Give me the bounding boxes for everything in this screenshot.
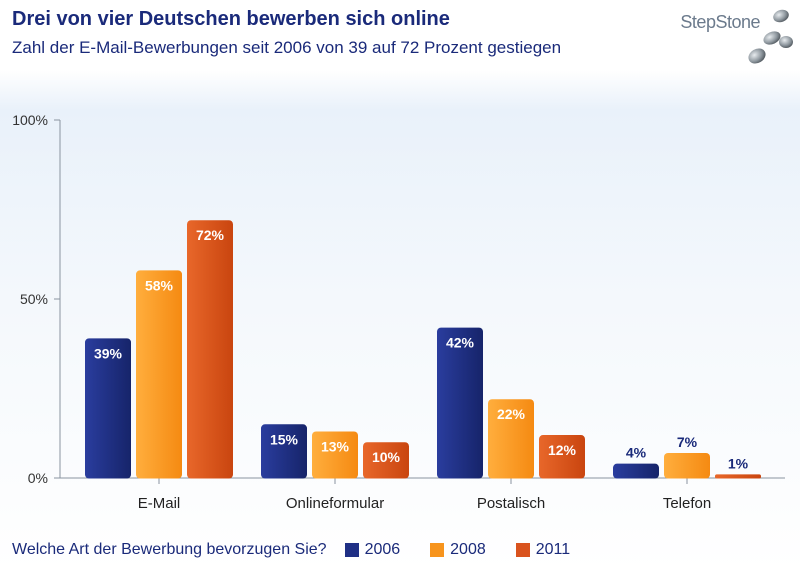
category-label: Telefon	[663, 495, 711, 512]
y-tick-label: 100%	[12, 112, 48, 128]
category-label: E-Mail	[138, 495, 181, 512]
bar-2011-onlineformular	[363, 442, 409, 479]
data-label: 58%	[145, 277, 174, 293]
bar-2006-onlineformular	[261, 424, 307, 479]
bar-2006-telefon	[613, 463, 659, 479]
bar-2006-e-mail	[85, 338, 131, 479]
legend-question: Welche Art der Bewerbung bevorzugen Sie?	[12, 541, 327, 558]
data-label: 4%	[626, 445, 647, 461]
category-label: Postalisch	[477, 495, 545, 512]
bar-chart: 0% 50% 100% E-Mail 39% 58% 72% Onlineformular 1…	[12, 112, 785, 512]
bar-2008-e-mail	[136, 270, 182, 479]
bar-2011-postalisch	[539, 435, 585, 479]
data-label: 72%	[196, 227, 225, 243]
data-label: 39%	[94, 345, 123, 361]
legend-label-2011: 2011	[535, 541, 571, 558]
data-label: 7%	[677, 434, 698, 450]
legend-swatch-2011	[515, 543, 530, 557]
bar-2011-telefon	[715, 474, 761, 479]
chart-title: Drei von vier Deutschen bewerben sich on…	[12, 8, 450, 30]
y-tick-label: 0%	[28, 470, 48, 486]
category-label: Onlineformular	[286, 495, 384, 512]
data-label: 15%	[270, 431, 299, 447]
bar-2006-postalisch	[437, 327, 483, 479]
data-label: 13%	[321, 438, 350, 454]
chart-subtitle: Zahl der E-Mail-Bewerbungen seit 2006 vo…	[12, 38, 562, 57]
data-label: 12%	[548, 442, 577, 458]
data-label: 1%	[728, 455, 749, 471]
brand-logo: StepStone	[644, 4, 794, 76]
bar-2008-postalisch	[488, 399, 534, 479]
bar-2008-onlineformular	[312, 431, 358, 479]
legend-item-2011: 2011	[515, 541, 571, 559]
logo-text: StepStone	[680, 12, 760, 32]
data-label: 10%	[372, 449, 401, 465]
data-label: 42%	[446, 335, 475, 351]
data-label: 22%	[497, 406, 526, 422]
legend-swatch-2006	[344, 543, 359, 557]
legend-item-2008: 2008	[430, 541, 486, 559]
legend-item-2006: 2006	[344, 541, 401, 559]
legend-label-2006: 2006	[364, 541, 401, 558]
y-tick-label: 50%	[20, 291, 48, 307]
legend: Welche Art der Bewerbung bevorzugen Sie?…	[12, 541, 600, 559]
legend-label-2008: 2008	[450, 541, 486, 558]
logo-stones-icon	[748, 9, 793, 64]
bar-2011-e-mail	[187, 220, 233, 479]
bar-2008-telefon	[664, 452, 710, 479]
legend-swatch-2008	[430, 543, 445, 557]
